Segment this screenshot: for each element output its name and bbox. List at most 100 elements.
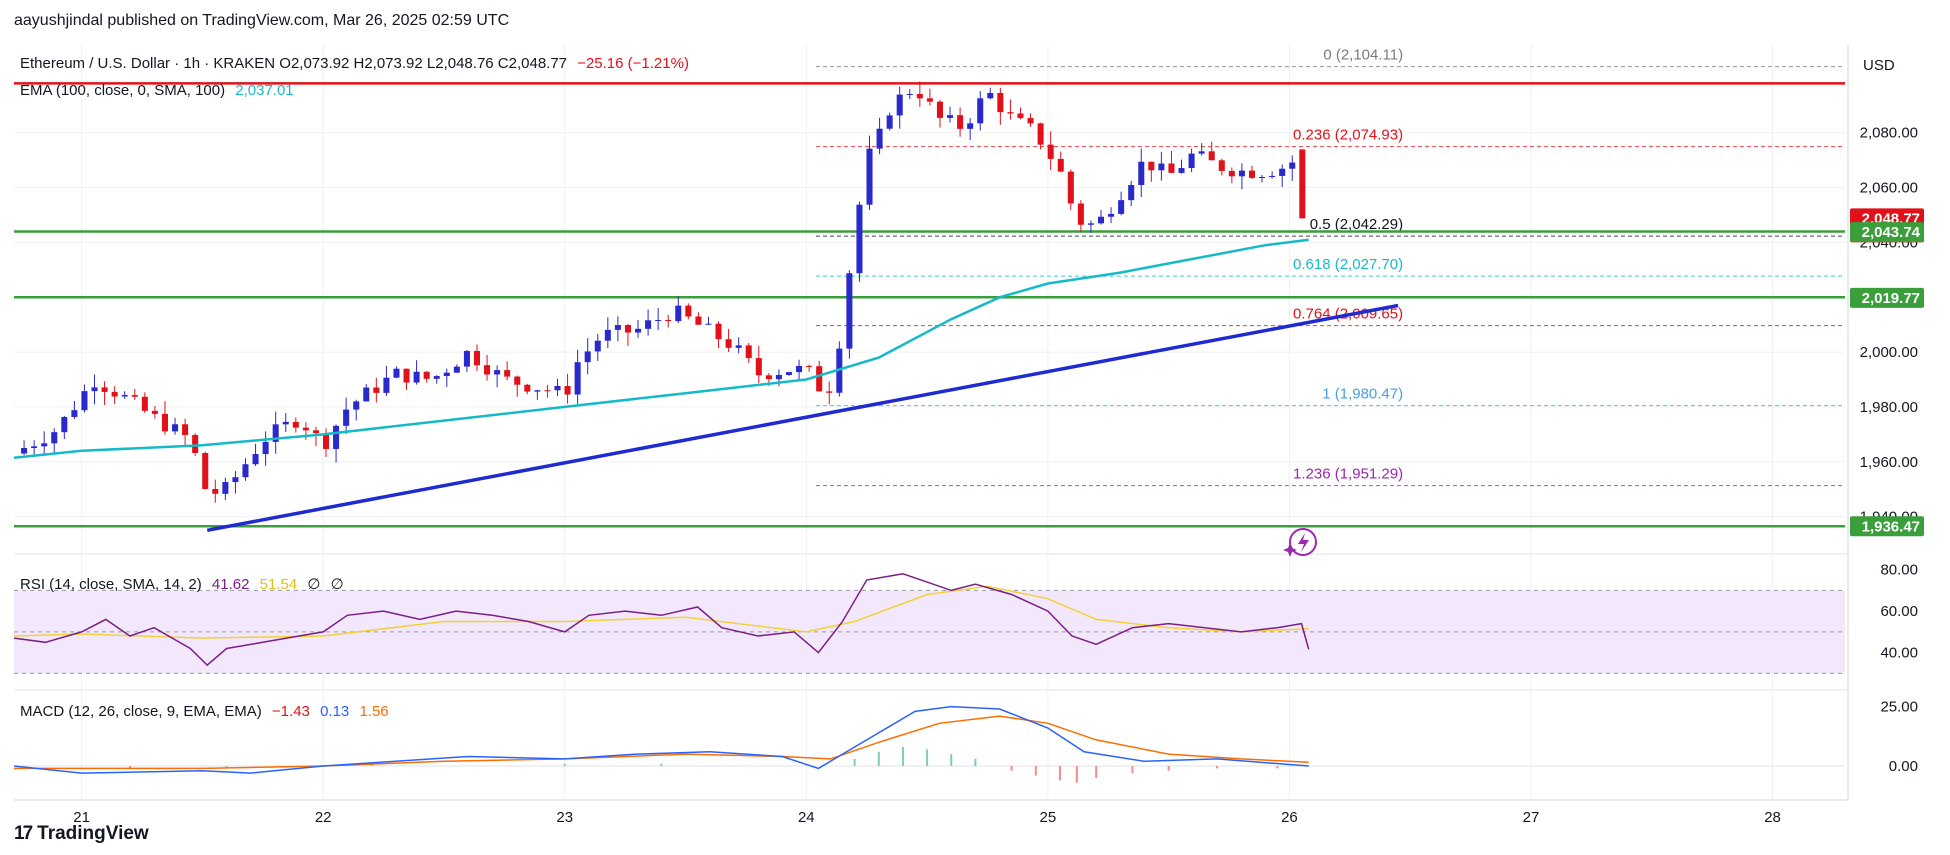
candle-body	[1047, 144, 1054, 159]
candle-body	[1027, 118, 1034, 124]
candle-body	[272, 424, 279, 442]
candle-body	[1198, 151, 1205, 154]
candle-body	[172, 424, 179, 432]
candle-body	[594, 340, 601, 352]
candle-body	[262, 441, 269, 455]
candle-body	[1178, 168, 1185, 173]
candle-body	[816, 366, 823, 392]
candle-body	[1007, 112, 1014, 114]
candle-body	[51, 432, 58, 444]
candle-body	[987, 92, 994, 99]
candle-body	[645, 320, 652, 329]
price-axis-badge	[1850, 287, 1924, 308]
candle-body	[252, 454, 259, 465]
fib-level-label: 0.236 (2,074.93)	[1293, 127, 1403, 144]
candle-body	[997, 92, 1004, 113]
candle-body	[1148, 161, 1155, 171]
candle-body	[504, 370, 511, 377]
ohlc-change: −25.16 (−1.21%)	[577, 55, 689, 72]
ohlc-high: 2,073.92	[364, 55, 423, 72]
candle-body	[1118, 200, 1125, 214]
fib-level-label: 1.236 (1,951.29)	[1293, 466, 1403, 483]
candle-body	[1168, 163, 1175, 173]
candle-body	[785, 372, 793, 375]
price-legend: Ethereum / U.S. Dollar · 1h · KRAKEN O2,…	[20, 55, 689, 72]
candle-body	[1087, 223, 1094, 225]
tradingview-brand[interactable]: 17 TradingView	[14, 823, 149, 845]
currency-label: USD	[1863, 57, 1895, 74]
candle-body	[373, 387, 380, 393]
price-tick-label: 2,060.00	[1860, 180, 1918, 197]
fib-level-label: 0.618 (2,027.70)	[1293, 256, 1403, 273]
ohlc-close: 2,048.77	[508, 55, 568, 72]
candle-body	[91, 387, 98, 392]
candle-body	[403, 368, 410, 383]
candle-body	[775, 374, 782, 380]
symbol-title: Ethereum / U.S. Dollar · 1h · KRAKEN	[20, 55, 276, 72]
trendline	[206, 303, 1399, 533]
candle-body	[212, 488, 219, 494]
rsi-label: RSI (14, close, SMA, 14, 2)	[20, 576, 202, 593]
price-tick-label: 1,980.00	[1860, 399, 1918, 416]
rsi-tick-label: 80.00	[1880, 562, 1918, 579]
candle-body	[21, 447, 28, 454]
macd-value: −1.43	[271, 703, 310, 720]
candle-body	[1158, 163, 1165, 171]
candle-body	[715, 323, 722, 340]
candle-body	[282, 421, 289, 425]
candle-body	[473, 350, 481, 366]
candle-body	[343, 409, 350, 426]
candle-body	[141, 396, 148, 411]
candle-body	[484, 365, 491, 375]
candle-body	[936, 101, 943, 118]
candle-body	[433, 376, 440, 379]
candle-body	[111, 391, 118, 397]
fib-level-label: 0.5 (2,042.29)	[1310, 216, 1403, 233]
candle-body	[514, 376, 521, 385]
candle-body	[1299, 149, 1306, 219]
candle-body	[1228, 170, 1235, 177]
candle-body	[232, 477, 239, 483]
candle-body	[222, 482, 229, 494]
candle-body	[806, 365, 813, 367]
time-tick-label: 26	[1281, 809, 1298, 826]
candle-body	[463, 350, 470, 367]
candle-body	[1017, 113, 1024, 119]
candle-body	[453, 366, 460, 373]
candle-body	[1279, 168, 1286, 176]
candle-body	[1269, 175, 1276, 177]
candle-body	[796, 365, 803, 373]
candle-body	[755, 358, 762, 376]
candle-body	[534, 390, 541, 392]
price-axis-badge-text: 2,043.74	[1862, 224, 1921, 241]
candle-body	[705, 323, 712, 325]
macd-tick-label: 0.00	[1889, 758, 1918, 775]
candle-body	[916, 93, 923, 99]
candle-body	[121, 395, 128, 397]
candle-body	[1128, 185, 1135, 201]
time-tick-label: 24	[798, 809, 815, 826]
price-tick-label: 2,000.00	[1860, 344, 1918, 361]
candle-body	[886, 115, 893, 129]
candle-body	[876, 128, 883, 149]
candle-body	[413, 371, 420, 383]
candle-body	[1097, 216, 1105, 224]
time-tick-label: 23	[556, 809, 573, 826]
candle-body	[624, 325, 631, 333]
time-tick-label: 25	[1040, 809, 1057, 826]
candle-body	[292, 421, 299, 428]
macd-tick-label: 25.00	[1880, 699, 1918, 716]
candle-body	[61, 416, 68, 433]
candle-body	[423, 371, 430, 379]
candle-body	[192, 434, 199, 453]
candle-body	[614, 325, 621, 330]
macd-legend: MACD (12, 26, close, 9, EMA, EMA) −1.43 …	[20, 703, 389, 720]
candle-body	[1259, 176, 1266, 178]
candle-body	[947, 115, 954, 118]
candle-body	[574, 362, 581, 395]
candle-body	[31, 446, 38, 448]
lightning-icon	[1298, 533, 1309, 552]
candle-body	[41, 443, 48, 447]
candle-body	[131, 395, 138, 397]
candle-body	[161, 413, 168, 432]
